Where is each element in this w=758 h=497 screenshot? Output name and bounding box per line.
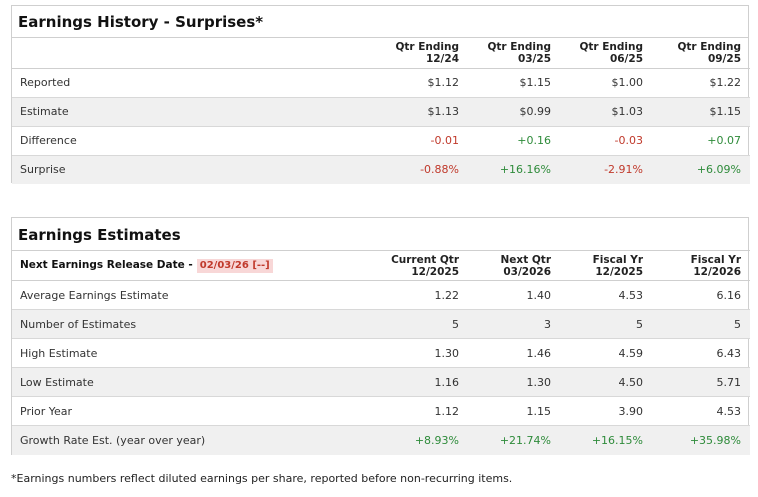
cell-value: +21.74% [468, 425, 560, 455]
cell-value: $1.15 [652, 97, 750, 127]
cell-value: $1.03 [560, 97, 652, 127]
column-header: Fiscal Yr 12/2025 [560, 250, 652, 281]
table-row: Low Estimate 1.16 1.30 4.50 5.71 [12, 367, 750, 397]
cell-value: $1.00 [560, 68, 652, 98]
cell-value: 3.90 [560, 396, 652, 426]
cell-value: 4.53 [560, 280, 652, 310]
cell-value: 1.16 [384, 367, 468, 397]
row-label: Number of Estimates [12, 309, 384, 339]
cell-value: 5 [652, 309, 750, 339]
column-header: Qtr Ending 09/25 [652, 38, 750, 69]
cell-value: -0.01 [384, 126, 468, 156]
cell-value: 5.71 [652, 367, 750, 397]
row-label: Estimate [12, 97, 384, 127]
cell-value: +16.15% [560, 425, 652, 455]
table-row: Prior Year 1.12 1.15 3.90 4.53 [12, 396, 750, 426]
cell-value: -0.03 [560, 126, 652, 156]
table-row: Number of Estimates 5 3 5 5 [12, 309, 750, 339]
cell-value: 6.43 [652, 338, 750, 368]
cell-value: -0.88% [384, 155, 468, 184]
next-release-date-badge: 02/03/26 [--] [196, 258, 273, 273]
cell-value: 1.30 [468, 367, 560, 397]
cell-value: -2.91% [560, 155, 652, 184]
cell-value: 1.40 [468, 280, 560, 310]
cell-value: 1.46 [468, 338, 560, 368]
cell-value: 5 [384, 309, 468, 339]
cell-value: 6.16 [652, 280, 750, 310]
cell-value: 4.59 [560, 338, 652, 368]
table-header-row: Qtr Ending 12/24 Qtr Ending 03/25 Qtr Endi… [12, 38, 750, 69]
next-release-cell: Next Earnings Release Date -02/03/26 [--… [12, 250, 384, 281]
table-row: Surprise -0.88% +16.16% -2.91% +6.09% [12, 155, 750, 184]
earnings-history-panel: Earnings History - Surprises* Qtr Ending… [11, 5, 750, 184]
release-date-link[interactable]: [--] [252, 259, 270, 271]
earnings-footnote: *Earnings numbers reflect diluted earnin… [11, 472, 513, 485]
cell-value: 1.30 [384, 338, 468, 368]
cell-value: 4.50 [560, 367, 652, 397]
earnings-history-table: Qtr Ending 12/24 Qtr Ending 03/25 Qtr Endi… [12, 38, 750, 184]
cell-value: 1.12 [384, 396, 468, 426]
header-label-cell [12, 38, 384, 69]
cell-value: 3 [468, 309, 560, 339]
row-label: Growth Rate Est. (year over year) [12, 425, 384, 455]
column-header: Qtr Ending 06/25 [560, 38, 652, 69]
cell-value: $1.22 [652, 68, 750, 98]
cell-value: 1.15 [468, 396, 560, 426]
cell-value: $1.13 [384, 97, 468, 127]
row-label: Surprise [12, 155, 384, 184]
column-header: Next Qtr 03/2026 [468, 250, 560, 281]
row-label: Low Estimate [12, 367, 384, 397]
column-header: Qtr Ending 12/24 [384, 38, 468, 69]
table-row: Difference -0.01 +0.16 -0.03 +0.07 [12, 126, 750, 156]
row-label: Prior Year [12, 396, 384, 426]
cell-value: +6.09% [652, 155, 750, 184]
row-label: High Estimate [12, 338, 384, 368]
column-header: Current Qtr 12/2025 [384, 250, 468, 281]
table-row: Estimate $1.13 $0.99 $1.03 $1.15 [12, 97, 750, 127]
row-label: Average Earnings Estimate [12, 280, 384, 310]
table-header-row: Next Earnings Release Date -02/03/26 [--… [12, 250, 750, 281]
next-release-label: Next Earnings Release Date - [20, 258, 193, 271]
cell-value: +16.16% [468, 155, 560, 184]
table-row: Average Earnings Estimate 1.22 1.40 4.53… [12, 280, 750, 310]
cell-value: +0.07 [652, 126, 750, 156]
row-label: Difference [12, 126, 384, 156]
cell-value: 1.22 [384, 280, 468, 310]
table-row: Reported $1.12 $1.15 $1.00 $1.22 [12, 68, 750, 98]
cell-value: $0.99 [468, 97, 560, 127]
next-release-date: 02/03/26 [199, 259, 249, 271]
table-row: High Estimate 1.30 1.46 4.59 6.43 [12, 338, 750, 368]
earnings-estimates-title: Earnings Estimates [18, 226, 181, 244]
cell-value: +8.93% [384, 425, 468, 455]
earnings-estimates-table: Next Earnings Release Date -02/03/26 [--… [12, 250, 750, 455]
table-row: Growth Rate Est. (year over year) +8.93%… [12, 425, 750, 455]
cell-value: $1.15 [468, 68, 560, 98]
column-header: Qtr Ending 03/25 [468, 38, 560, 69]
cell-value: 4.53 [652, 396, 750, 426]
row-label: Reported [12, 68, 384, 98]
cell-value: 5 [560, 309, 652, 339]
cell-value: $1.12 [384, 68, 468, 98]
cell-value: +0.16 [468, 126, 560, 156]
cell-value: +35.98% [652, 425, 750, 455]
earnings-estimates-panel: Earnings Estimates Next Earnings Release… [11, 217, 750, 455]
column-header: Fiscal Yr 12/2026 [652, 250, 750, 281]
earnings-history-title: Earnings History - Surprises* [12, 6, 748, 38]
